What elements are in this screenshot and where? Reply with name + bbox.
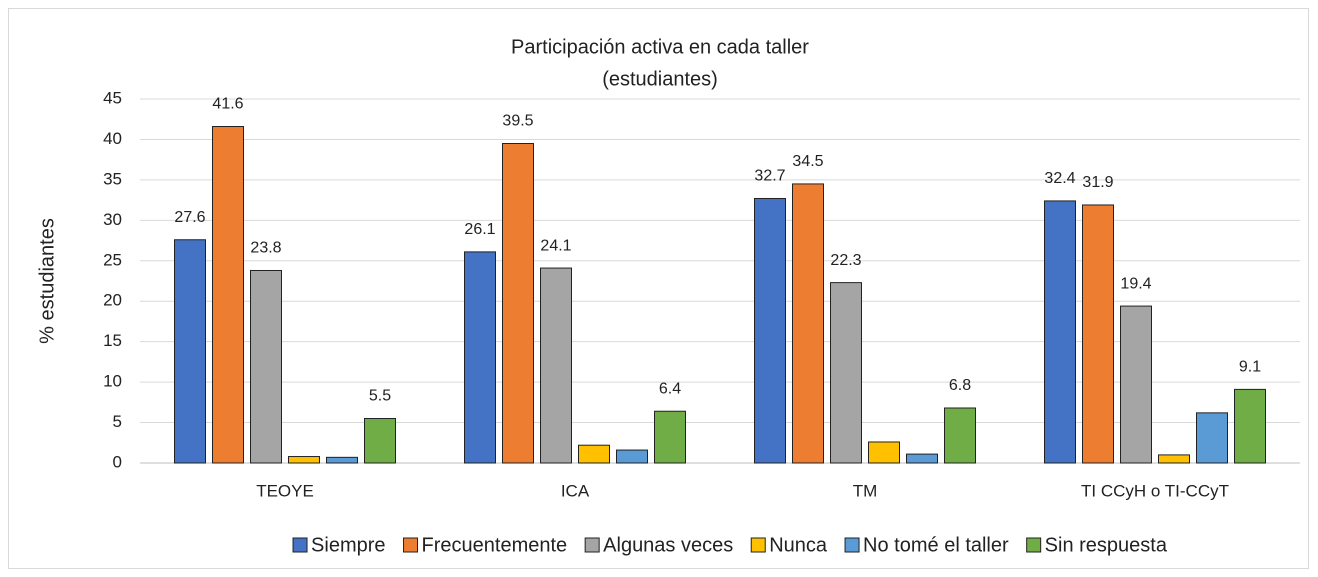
bar <box>1044 200 1076 464</box>
data-label: 22.3 <box>830 252 861 269</box>
chart-title: Participación activa en cada taller <box>511 36 809 58</box>
legend-swatch <box>750 537 766 553</box>
legend-label: Siempre <box>311 534 385 556</box>
y-axis-label: % estudiantes <box>36 218 58 344</box>
bar <box>1082 204 1114 464</box>
data-label: 32.7 <box>754 168 785 185</box>
data-label: 19.4 <box>1120 275 1151 292</box>
legend-label: Frecuentemente <box>422 534 568 556</box>
bar <box>616 449 648 464</box>
y-tick-label: 15 <box>103 331 122 350</box>
y-tick-label: 25 <box>103 250 122 269</box>
data-label: 26.1 <box>464 221 495 238</box>
bar <box>1234 388 1266 464</box>
y-tick-label: 5 <box>113 412 122 431</box>
y-tick-label: 40 <box>103 129 122 148</box>
legend-swatch <box>844 537 860 553</box>
bar <box>1158 454 1190 464</box>
y-tick-label: 10 <box>103 372 122 391</box>
bar <box>288 456 320 464</box>
legend-label: No tomé el taller <box>863 534 1009 556</box>
legend-label: Nunca <box>769 534 828 556</box>
data-label: 24.1 <box>540 237 571 254</box>
data-label: 34.5 <box>792 153 823 170</box>
y-tick-label: 30 <box>103 210 122 229</box>
bar <box>212 126 244 464</box>
bar <box>754 197 786 464</box>
legend-swatch <box>403 537 419 553</box>
bar <box>792 183 824 464</box>
y-tick-label: 20 <box>103 291 122 310</box>
chart-subtitle: (estudiantes) <box>602 68 718 90</box>
legend-label: Sin respuesta <box>1045 534 1168 556</box>
y-tick-label: 35 <box>103 169 122 188</box>
data-label: 41.6 <box>212 96 243 113</box>
data-label: 23.8 <box>250 240 281 257</box>
data-label: 32.4 <box>1044 170 1075 187</box>
bar <box>654 410 686 464</box>
legend-label: Algunas veces <box>603 534 733 556</box>
bar <box>944 407 976 464</box>
legend-swatch <box>584 537 600 553</box>
data-label: 9.1 <box>1239 359 1261 376</box>
bar <box>464 251 496 464</box>
x-tick-label: TM <box>853 481 878 500</box>
data-label: 6.8 <box>949 377 971 394</box>
bar <box>364 418 396 464</box>
data-label: 5.5 <box>369 388 391 405</box>
bar <box>326 456 358 464</box>
x-tick-label: ICA <box>561 481 590 500</box>
x-tick-label: TI CCyH o TI-CCyT <box>1081 481 1229 500</box>
data-label: 39.5 <box>502 113 533 130</box>
y-tick-label: 0 <box>113 452 122 471</box>
bar <box>830 282 862 464</box>
bar <box>250 269 282 464</box>
data-label: 27.6 <box>174 209 205 226</box>
x-tick-label: TEOYE <box>256 481 314 500</box>
data-label: 6.4 <box>659 380 681 397</box>
bar <box>1120 305 1152 464</box>
bar <box>868 441 900 464</box>
bar <box>502 142 534 464</box>
y-tick-label: 45 <box>103 88 122 107</box>
data-label: 31.9 <box>1082 174 1113 191</box>
bar <box>906 453 938 464</box>
bar <box>578 444 610 464</box>
bar <box>540 267 572 464</box>
bar <box>1196 412 1228 464</box>
legend-swatch <box>1026 537 1042 553</box>
legend-swatch <box>292 537 308 553</box>
bar <box>174 239 206 464</box>
